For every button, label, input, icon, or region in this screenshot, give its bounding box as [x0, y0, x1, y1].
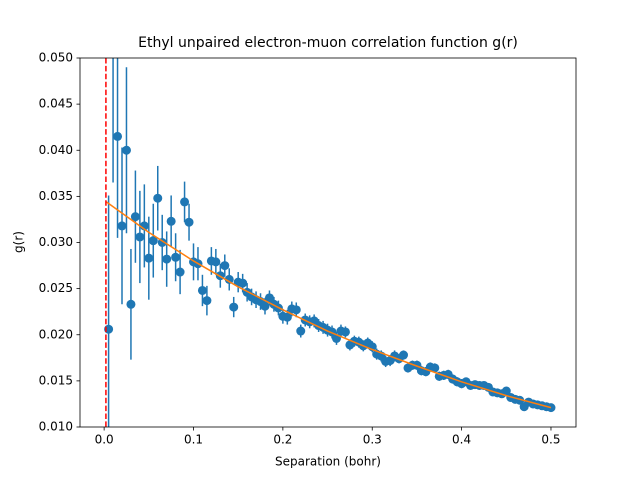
data-point	[430, 363, 440, 373]
y-tick-label: 0.040	[39, 143, 73, 157]
data-point	[162, 254, 172, 264]
data-point	[229, 302, 239, 312]
x-tick-label: 0.0	[95, 433, 114, 447]
y-tick-label: 0.045	[39, 97, 73, 111]
data-point	[501, 386, 511, 396]
data-point	[291, 305, 301, 315]
data-point	[224, 274, 234, 284]
plot-area	[104, 58, 556, 427]
x-tick-label: 0.5	[541, 433, 560, 447]
x-tick-label: 0.4	[452, 433, 471, 447]
data-point	[264, 293, 274, 303]
data-point	[340, 327, 350, 337]
x-tick-label: 0.1	[184, 433, 203, 447]
y-tick-label: 0.035	[39, 189, 73, 203]
data-point	[296, 326, 306, 336]
data-point	[121, 145, 131, 155]
y-tick-label: 0.025	[39, 281, 73, 295]
data-point	[171, 252, 181, 262]
data-point	[117, 221, 127, 231]
y-tick-label: 0.030	[39, 235, 73, 249]
data-point	[211, 257, 221, 267]
x-axis-label: Separation (bohr)	[275, 455, 381, 469]
data-point	[126, 299, 136, 309]
data-point	[144, 253, 154, 263]
fit-line	[105, 201, 552, 409]
x-tick-label: 0.2	[273, 433, 292, 447]
data-point	[175, 267, 185, 277]
data-point	[260, 301, 270, 311]
data-point	[202, 296, 212, 306]
y-tick-label: 0.015	[39, 373, 73, 387]
data-point	[135, 232, 145, 242]
data-point	[197, 285, 207, 295]
data-point	[130, 212, 140, 222]
data-point	[282, 312, 292, 322]
data-point	[166, 216, 176, 226]
data-point	[184, 217, 194, 227]
data-point	[399, 350, 409, 360]
data-point	[180, 197, 190, 207]
y-tick-label: 0.050	[39, 51, 73, 65]
y-axis-label: g(r)	[12, 231, 26, 253]
y-tick-label: 0.010	[39, 420, 73, 434]
data-point	[220, 261, 230, 271]
data-point	[148, 236, 158, 246]
y-tick-label: 0.020	[39, 327, 73, 341]
data-point	[238, 278, 248, 288]
data-point	[113, 131, 123, 141]
data-point	[153, 193, 163, 203]
x-tick-label: 0.3	[363, 433, 382, 447]
chart-title: Ethyl unpaired electron-muon correlation…	[138, 35, 518, 51]
